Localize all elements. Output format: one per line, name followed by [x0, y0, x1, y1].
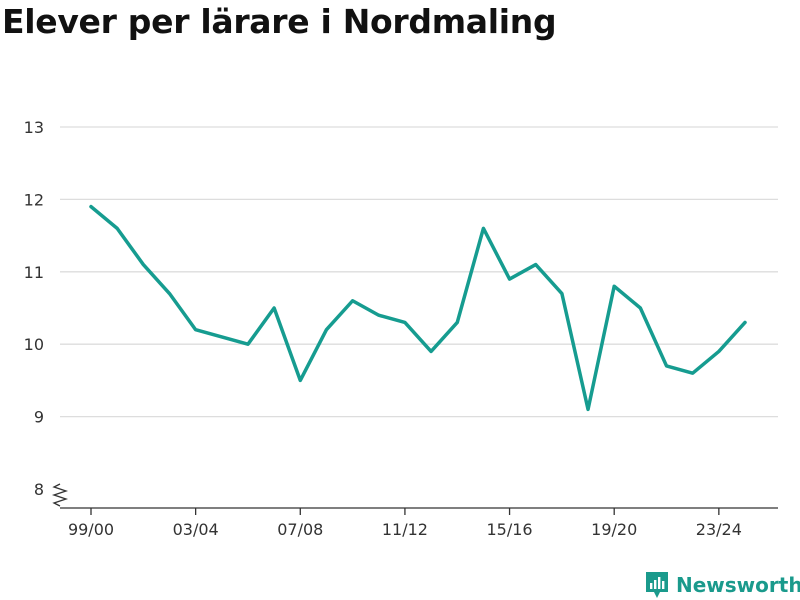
brand-name: Newsworthy — [676, 573, 800, 597]
y-tick-label: 12 — [24, 190, 44, 209]
x-tick-label: 19/20 — [591, 520, 637, 539]
x-tick-label: 15/16 — [487, 520, 533, 539]
x-tick-label: 11/12 — [382, 520, 428, 539]
y-tick-label: 9 — [34, 408, 44, 427]
y-tick-label: 10 — [24, 335, 44, 354]
gridlines — [60, 126, 778, 418]
line-chart: 8 9 10 11 12 13 99/00 03/04 07/08 11/12 15/16 19/2… — [24, 118, 778, 539]
series-line — [89, 204, 747, 412]
x-tick-label: 23/24 — [696, 520, 742, 539]
y-tick-label: 11 — [24, 263, 44, 282]
axis-break-icon — [51, 483, 69, 507]
x-tick-label: 99/00 — [68, 520, 114, 539]
chart-title: Elever per lärare i Nordmaling — [2, 2, 557, 41]
y-tick-label: 8 — [34, 480, 44, 499]
x-tick-label: 07/08 — [277, 520, 323, 539]
x-tick-label: 03/04 — [173, 520, 219, 539]
brand-logo[interactable]: Newsworthy — [645, 570, 800, 600]
y-tick-label: 13 — [24, 118, 44, 137]
y-axis-ticks: 8 9 10 11 12 13 — [24, 118, 44, 499]
newsworthy-logo-icon — [646, 572, 668, 598]
x-axis-ticks: 99/00 03/04 07/08 11/12 15/16 19/20 23/24 — [68, 508, 742, 539]
